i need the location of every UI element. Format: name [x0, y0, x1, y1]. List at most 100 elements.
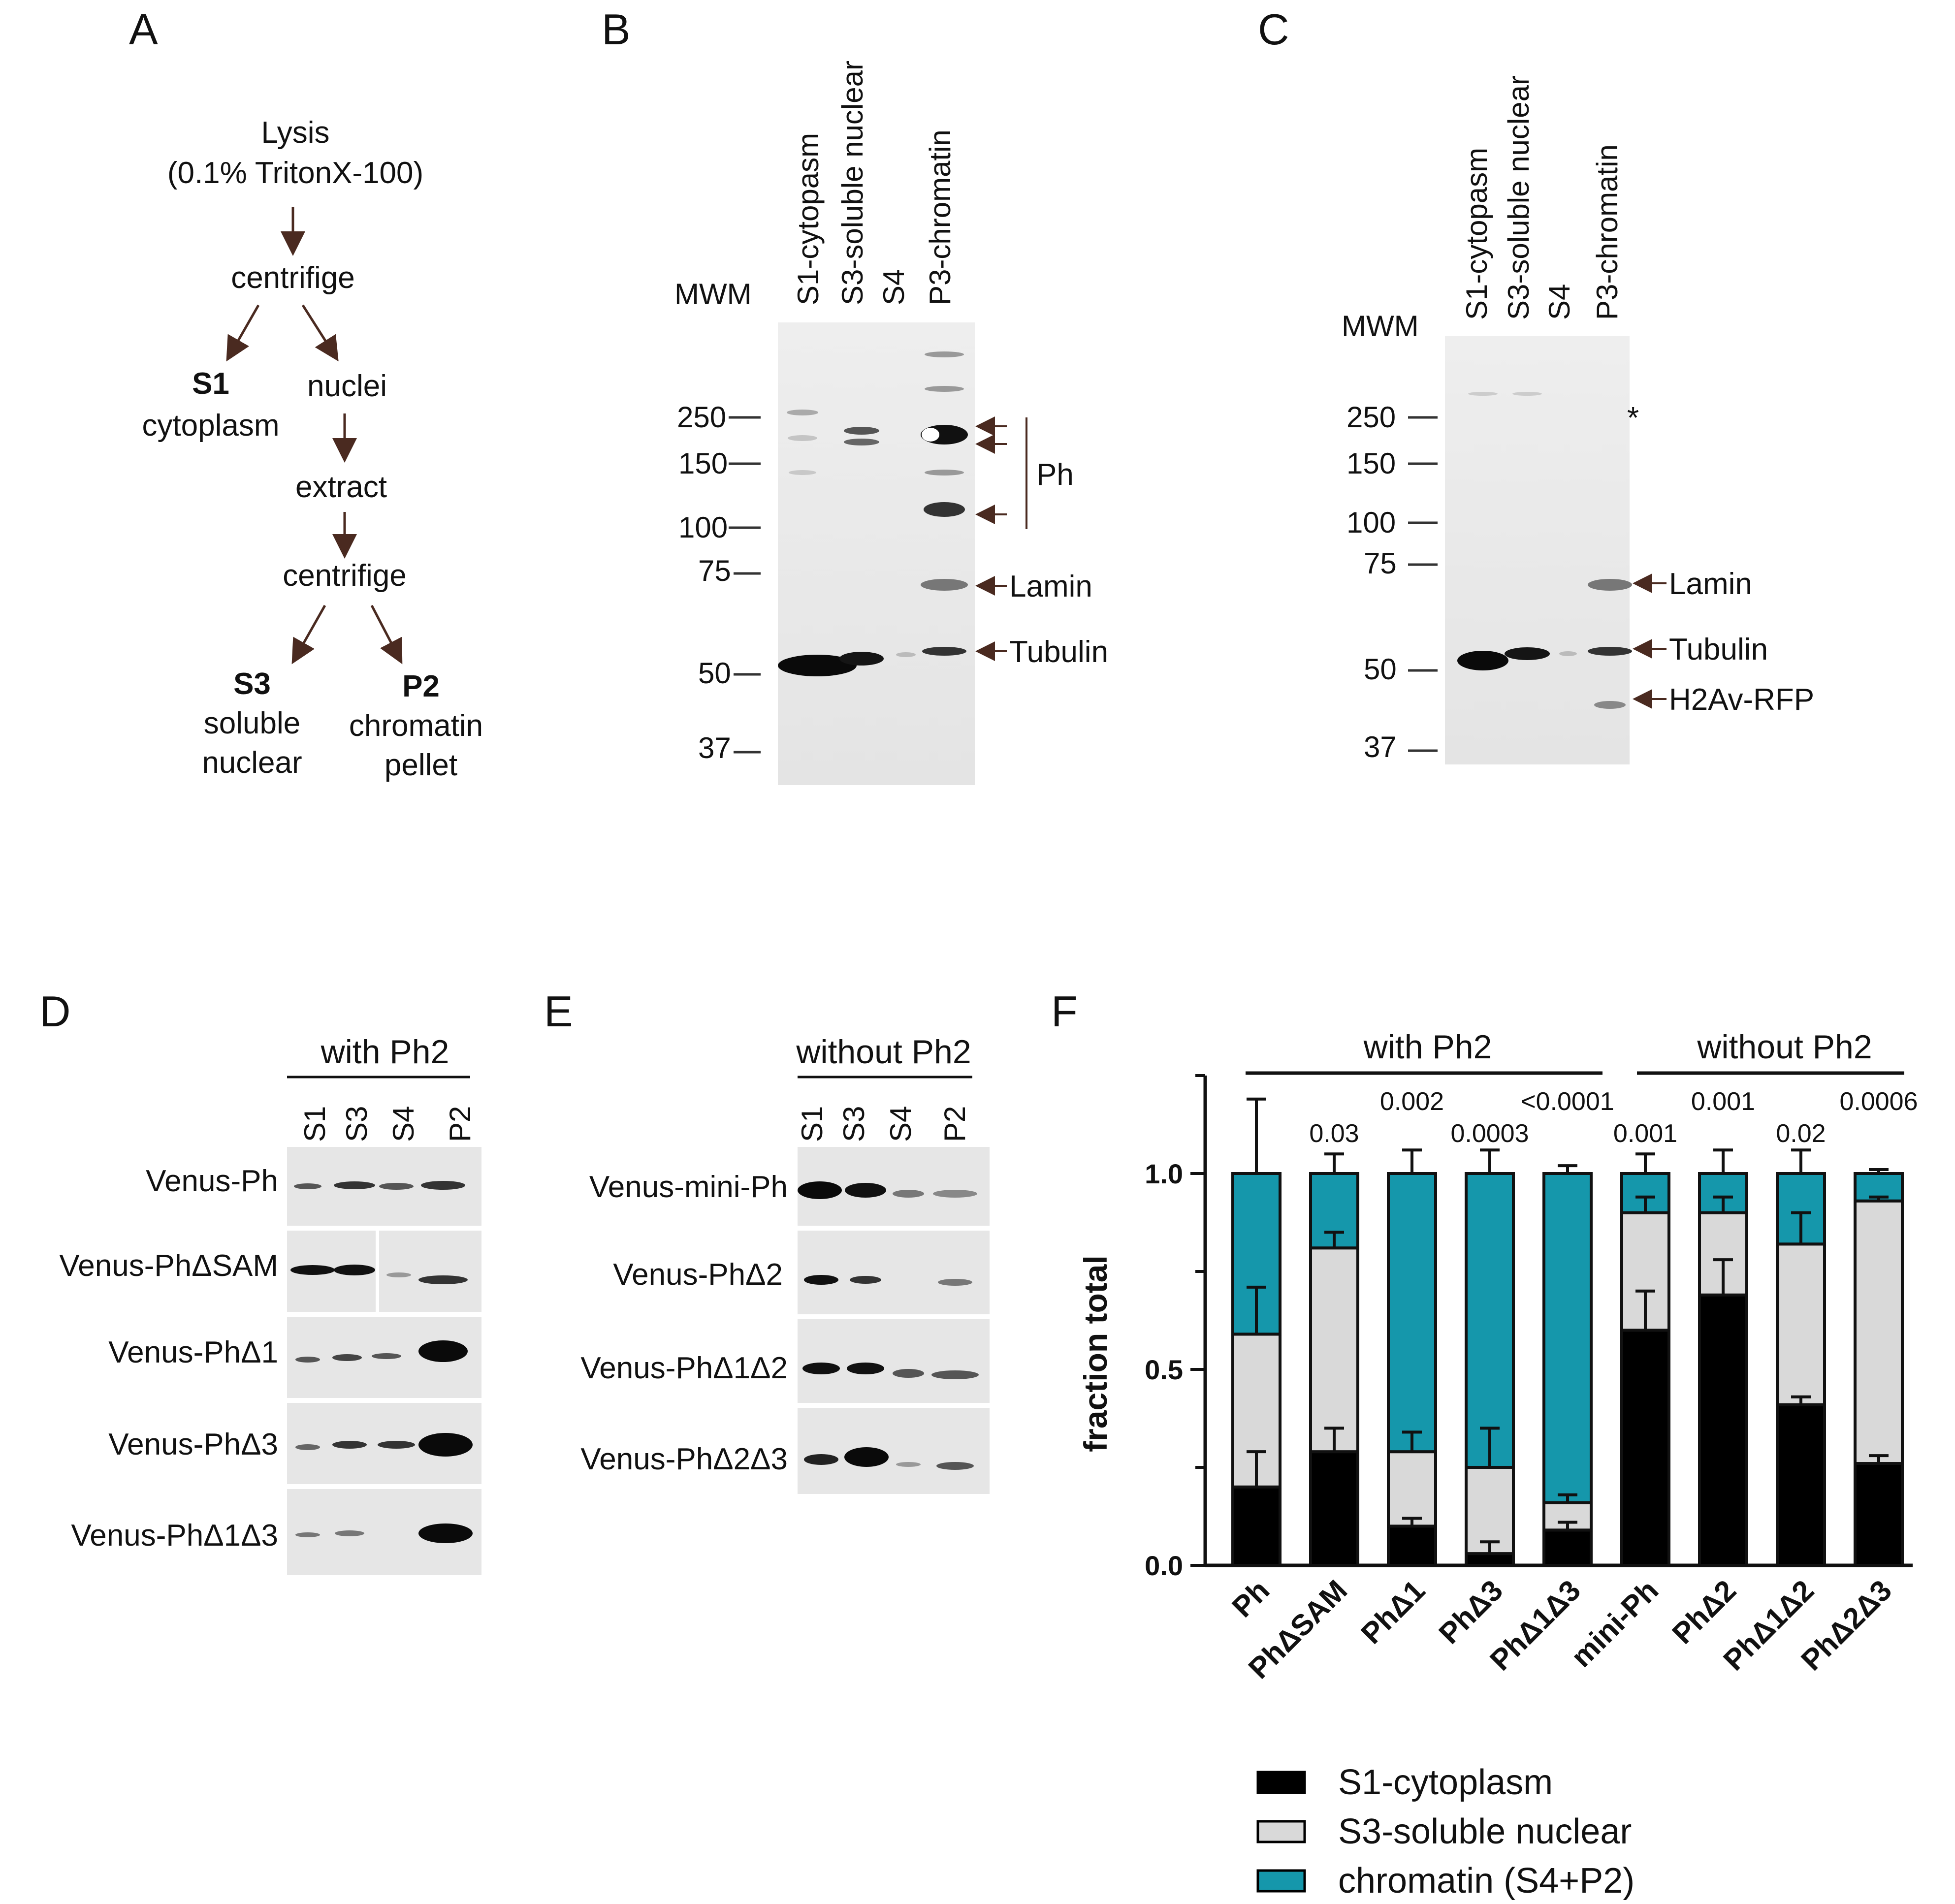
- band: [379, 1183, 414, 1190]
- marker-c: 100: [1346, 506, 1396, 539]
- blot-b-membrane: [778, 322, 975, 785]
- band: [378, 1441, 415, 1449]
- flow-arrow: [301, 304, 339, 362]
- panel-label-f: F: [1051, 987, 1078, 1036]
- flow-nuclei: nuclei: [307, 369, 387, 403]
- band: [295, 1444, 320, 1450]
- p-value-label: 0.0003: [1450, 1119, 1529, 1148]
- row-label-e: Venus-PhΔ2: [613, 1258, 783, 1292]
- marker-b: 50: [698, 657, 731, 690]
- band: [798, 1181, 842, 1199]
- band: [1512, 392, 1542, 396]
- bar-s3: [1309, 1246, 1359, 1454]
- blot-strip: [379, 1231, 481, 1312]
- row-label-d: Venus-PhΔSAM: [59, 1249, 278, 1283]
- p-value-label: 0.002: [1380, 1087, 1444, 1116]
- x-category-label: mini-Ph: [1565, 1574, 1665, 1674]
- panel-label-e: E: [544, 987, 573, 1036]
- lane-label-c-s1: S1-cytopasm: [1460, 148, 1493, 320]
- band: [802, 1363, 840, 1374]
- y-tick-label: 0.5: [1145, 1354, 1183, 1385]
- lane-d: S1: [298, 1106, 331, 1142]
- row-label-d: Venus-PhΔ1: [108, 1335, 278, 1369]
- band: [844, 1447, 889, 1467]
- marker-b: 37: [698, 731, 731, 764]
- bar-chromatin: [1465, 1172, 1515, 1469]
- star-annotation: *: [1627, 401, 1639, 435]
- x-category-label: PhΔ3: [1433, 1574, 1509, 1650]
- lane-d: P2: [444, 1106, 477, 1142]
- panel-label-d: D: [39, 987, 71, 1036]
- band: [925, 386, 964, 392]
- panel-label-c: C: [1258, 5, 1289, 54]
- band-label-h2av: H2Av-RFP: [1669, 683, 1814, 717]
- legend-swatch-chromatin: [1256, 1869, 1306, 1893]
- band: [893, 1190, 924, 1198]
- flow-s3-line2: nuclear: [202, 746, 302, 780]
- flow-extract: extract: [295, 470, 387, 504]
- lane-d: S3: [340, 1106, 373, 1142]
- group-label-with-ph2: with Ph2: [1363, 1028, 1492, 1066]
- band: [295, 1532, 320, 1537]
- bar-s1: [1620, 1329, 1670, 1567]
- legend-swatch-s1: [1256, 1771, 1306, 1794]
- lane-label-b-s4: S4: [877, 269, 910, 305]
- band-label-ph: Ph: [1036, 458, 1074, 492]
- band: [938, 1279, 972, 1286]
- band: [1505, 647, 1550, 660]
- x-category-label: PhΔ2: [1666, 1574, 1743, 1650]
- lane-e: S3: [837, 1106, 870, 1142]
- band-label-lamin-c: Lamin: [1669, 567, 1752, 601]
- flow-arrow: [291, 604, 326, 665]
- flow-lysis: Lysis: [261, 116, 330, 150]
- band: [921, 579, 968, 591]
- band: [418, 1433, 473, 1457]
- flow-s3-bold: S3: [233, 667, 271, 701]
- band: [372, 1353, 401, 1359]
- band: [290, 1265, 335, 1275]
- bar-s1: [1698, 1293, 1748, 1567]
- y-axis-label: fraction total: [1077, 1255, 1114, 1452]
- band: [839, 652, 884, 666]
- lane-e: P2: [938, 1106, 971, 1142]
- legend-swatch-s3: [1256, 1820, 1306, 1843]
- marker-c: 250: [1346, 401, 1396, 434]
- band: [931, 1370, 979, 1379]
- blot-strip: [798, 1231, 990, 1314]
- band: [788, 435, 817, 441]
- bar-chromatin: [1387, 1172, 1437, 1454]
- panel-e: E without Ph2 S1 S3 S4 P2 Venus-mini-Ph …: [544, 987, 990, 1494]
- p-value-label: 0.001: [1613, 1119, 1677, 1148]
- bar-s3: [1854, 1199, 1904, 1465]
- blot-strip: [798, 1319, 990, 1403]
- marker-c: 37: [1364, 730, 1397, 763]
- bar-s1: [1776, 1403, 1826, 1567]
- panel-c: C MWM S1-cytopasm S3-soluble nuclear S4 …: [1258, 5, 1814, 764]
- band: [922, 428, 939, 442]
- flow-lysis-detail: (0.1% TritonX-100): [167, 156, 423, 190]
- band: [925, 351, 964, 357]
- panel-d: D with Ph2 S1 S3 S4 P2 Venus-Ph Venus-Ph…: [39, 987, 481, 1575]
- band: [421, 1181, 465, 1190]
- legend-label-chromatin: chromatin (S4+P2): [1338, 1861, 1635, 1901]
- band: [418, 1340, 468, 1362]
- x-category-label: PhΔ1: [1355, 1574, 1432, 1650]
- flow-s1-label: cytoplasm: [142, 409, 279, 443]
- y-tick-label: 1.0: [1145, 1158, 1183, 1189]
- lane-label-b-p3: P3-chromatin: [924, 129, 957, 305]
- flow-arrow: [226, 304, 260, 362]
- band: [922, 647, 966, 656]
- marker-b: 75: [698, 554, 731, 587]
- header-e: without Ph2: [796, 1033, 971, 1071]
- band: [1594, 701, 1626, 709]
- band: [847, 1363, 884, 1374]
- bar-s3: [1387, 1450, 1437, 1528]
- row-label-d: Venus-PhΔ1Δ3: [71, 1519, 278, 1553]
- row-label-d: Venus-Ph: [146, 1164, 278, 1198]
- header-d: with Ph2: [320, 1033, 449, 1071]
- flow-s1-bold: S1: [192, 367, 229, 401]
- row-label-e: Venus-mini-Ph: [589, 1170, 788, 1204]
- band: [787, 410, 818, 415]
- panel-b: B MWM S1-cytopasm S3-soluble nuclear S4 …: [602, 5, 1108, 785]
- band: [418, 1523, 473, 1543]
